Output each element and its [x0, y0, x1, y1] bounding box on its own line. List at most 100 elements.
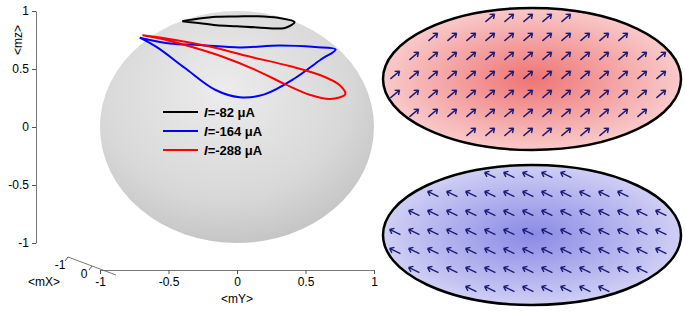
magnetization-arrow [445, 227, 458, 238]
magnetization-arrow [388, 227, 401, 238]
magnetization-arrow [578, 189, 591, 200]
tick-mark [374, 270, 375, 274]
tick-label: -1 [18, 236, 29, 250]
tick-mark [65, 257, 68, 261]
axis-line [36, 12, 37, 244]
magnetization-arrow [654, 246, 667, 257]
tick: 0.5 [12, 62, 36, 76]
magnetization-arrow [540, 265, 553, 276]
magnetization-arrow [540, 69, 553, 81]
magnetization-arrow [597, 126, 610, 138]
tick: -0.5 [8, 178, 36, 192]
magnetization-arrow [502, 69, 515, 81]
magnetization-arrow [502, 208, 515, 219]
magnetization-arrow [388, 88, 401, 100]
magnetization-arrow [483, 31, 496, 43]
arrow-field [388, 12, 667, 138]
magnetization-arrow [635, 246, 648, 257]
magnetization-arrow [540, 170, 553, 181]
magnetization-arrow [559, 69, 572, 81]
magnetization-arrow [578, 50, 591, 62]
magnetization-arrow [540, 31, 553, 43]
magnetization-arrow [464, 227, 477, 238]
magnetization-arrow [483, 189, 496, 200]
magnetization-arrow [464, 284, 477, 295]
magnetization-arrow [521, 246, 534, 257]
magnetization-arrow [483, 227, 496, 238]
magnetization-arrow [521, 69, 534, 81]
magnetization-arrow [464, 126, 477, 138]
tick-label: 0.5 [298, 275, 315, 289]
domain-ellipse [383, 8, 681, 150]
magnetization-arrow [578, 69, 591, 81]
magnetization-arrow [616, 265, 629, 276]
magnetization-arrow [597, 227, 610, 238]
magnetization-arrow [445, 50, 458, 62]
magnetization-arrow [502, 126, 515, 138]
magnetization-arrow [521, 208, 534, 219]
tick-label: 1 [371, 275, 378, 289]
magnetization-arrow [559, 265, 572, 276]
plot-area [140, 16, 346, 99]
magnetization-arrow [578, 88, 591, 100]
legend-swatch [163, 111, 198, 113]
magnetization-arrow [502, 12, 515, 24]
legend-label: I=-82 μA [204, 105, 256, 120]
magnetization-arrow [464, 208, 477, 219]
domain-outline [383, 165, 681, 305]
magnetization-arrow [483, 12, 496, 24]
magnetization-arrow [426, 189, 439, 200]
trajectory [142, 35, 345, 99]
magnetization-arrow [597, 88, 610, 100]
magnetization-arrow [483, 88, 496, 100]
magnetization-arrow [559, 126, 572, 138]
magnetization-arrow [559, 208, 572, 219]
magnetization-arrow [616, 246, 629, 257]
tick-mark [237, 270, 238, 274]
tick-mark [169, 270, 170, 274]
magnetization-arrow [407, 50, 420, 62]
magnetization-arrow [559, 107, 572, 119]
magnetization-arrow [426, 31, 439, 43]
magnetization-arrow [559, 246, 572, 257]
chart-svg: -1-0.500.51-1-0.500.51-10<mz><mY><mX>I=-… [0, 0, 685, 311]
magnetization-arrow [654, 69, 667, 81]
magnetization-arrow [654, 208, 667, 219]
legend-swatch [163, 130, 198, 132]
magnetization-arrow [578, 227, 591, 238]
magnetization-arrow [578, 208, 591, 219]
magnetization-arrow [597, 31, 610, 43]
magnetization-arrow [445, 107, 458, 119]
magnetization-arrow [654, 50, 667, 62]
magnetization-arrow [464, 31, 477, 43]
tick-mark [89, 266, 92, 270]
magnetization-arrow [483, 170, 496, 181]
magnetization-arrow [521, 265, 534, 276]
tick-mark [32, 11, 36, 12]
magnetization-arrow [521, 284, 534, 295]
magnetization-arrow [388, 69, 401, 81]
magnetization-arrow [483, 246, 496, 257]
tick-mark [306, 270, 307, 274]
magnetization-arrow [502, 189, 515, 200]
tick-mark [32, 69, 36, 70]
magnetization-arrow [597, 189, 610, 200]
magnetization-arrow [426, 50, 439, 62]
magnetization-arrow [445, 265, 458, 276]
legend-label: I=-288 μA [204, 143, 263, 158]
magnetization-arrow [521, 31, 534, 43]
tick: -0.5 [159, 270, 180, 289]
magnetization-arrow [635, 227, 648, 238]
magnetization-arrow [426, 246, 439, 257]
magnetization-arrow [502, 31, 515, 43]
axis-title: <mz> [11, 25, 25, 55]
magnetization-arrow [502, 170, 515, 181]
magnetization-arrow [616, 88, 629, 100]
tick: 0 [22, 120, 36, 134]
magnetization-arrow [635, 208, 648, 219]
arrow-field [388, 170, 667, 295]
tick-mark [100, 270, 101, 274]
magnetization-arrow [654, 88, 667, 100]
magnetization-arrow [540, 12, 553, 24]
magnetization-arrow [445, 88, 458, 100]
